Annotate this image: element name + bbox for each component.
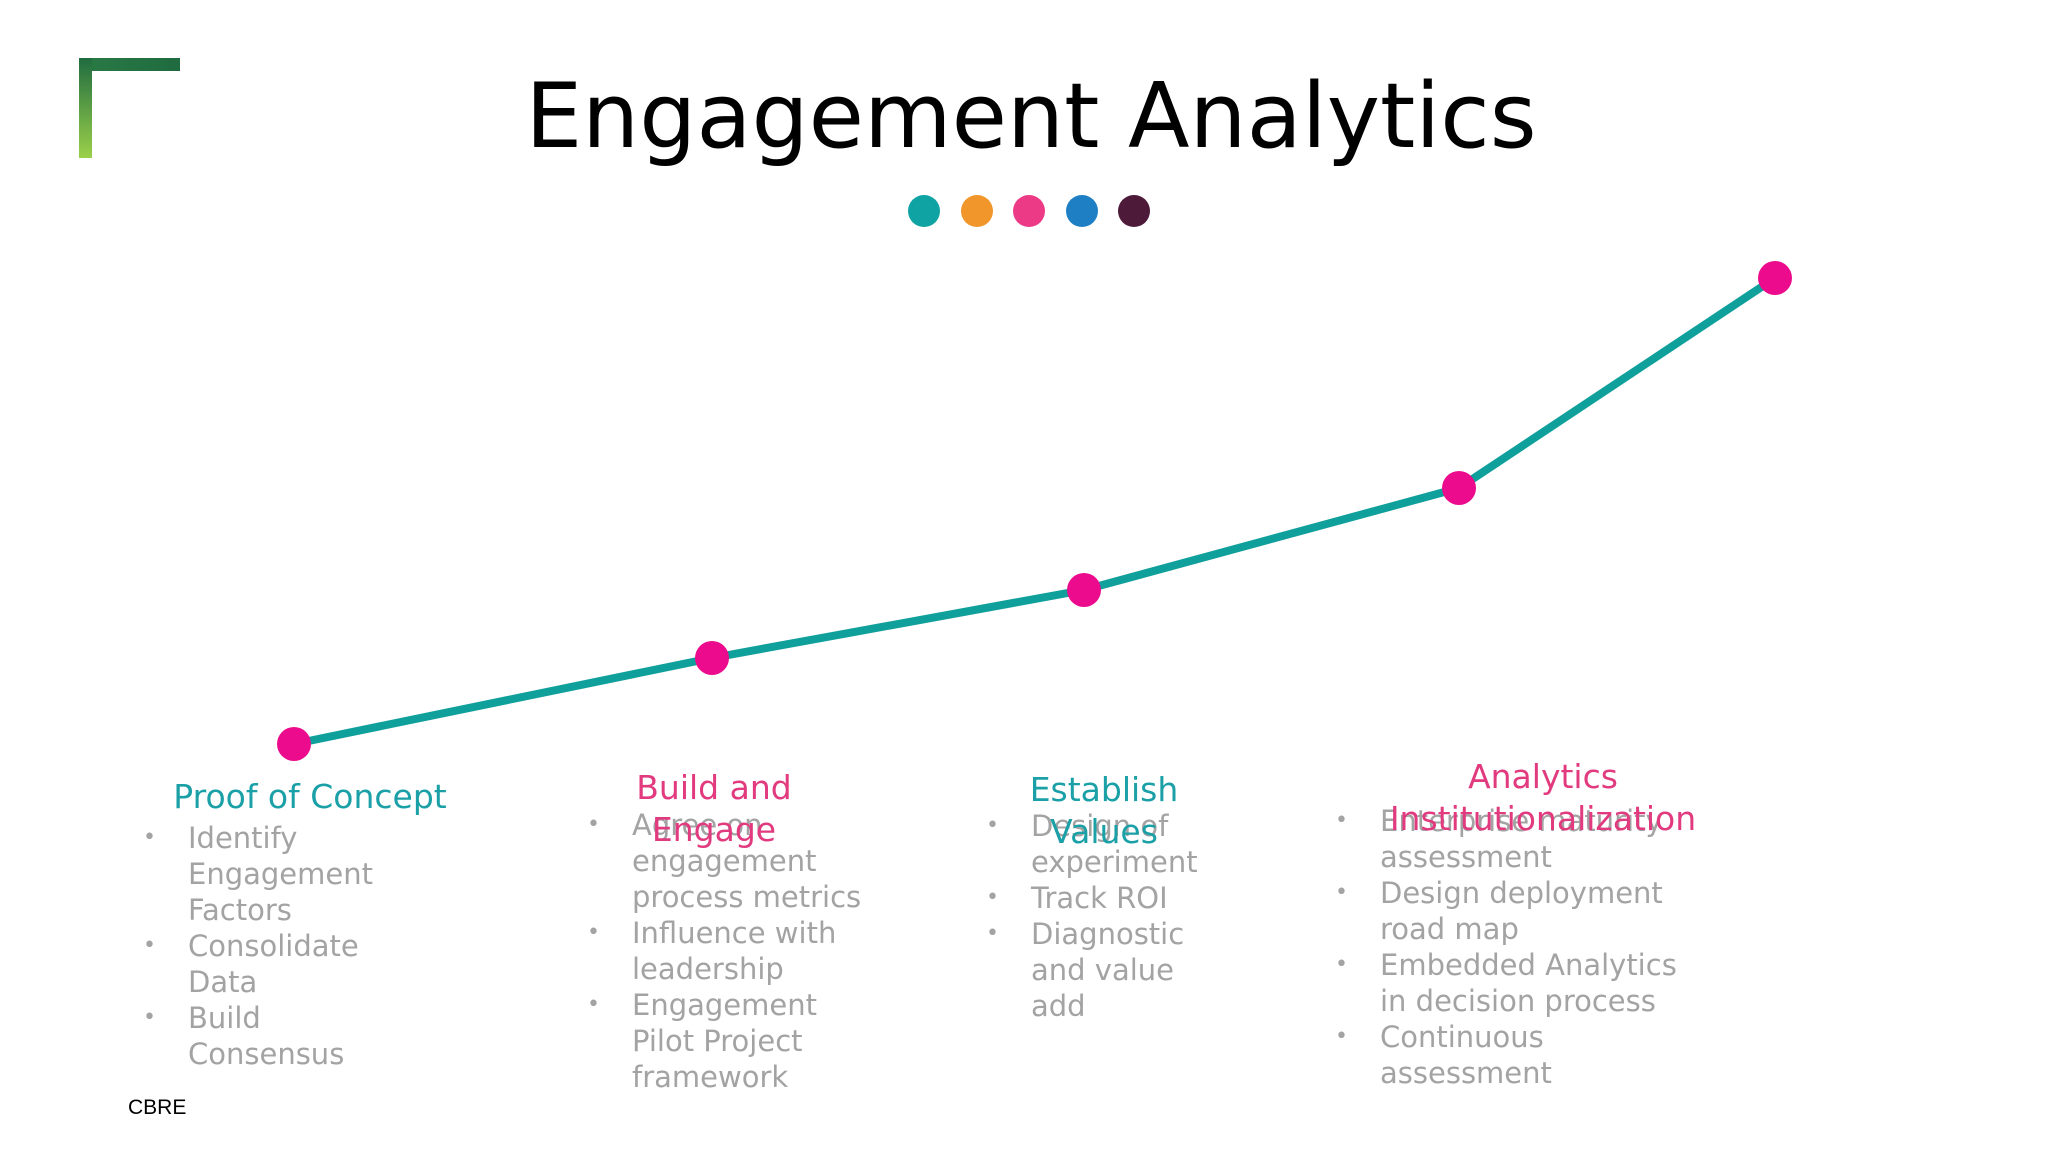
corner-bracket: [79, 58, 180, 71]
milestone-dot: [277, 727, 311, 761]
stage-title: Establish Values: [1029, 770, 1179, 851]
bullet-list: Design of experimentTrack ROIDiagnostic …: [986, 808, 1215, 1024]
bullet-item: Consolidate Data: [143, 928, 388, 1000]
deco-dot: [961, 195, 993, 227]
bullet-item: Design deployment road map: [1335, 875, 1682, 947]
milestone-dot: [1442, 471, 1476, 505]
bullet-item: Build Consensus: [143, 1000, 388, 1072]
bullet-item: Diagnostic and value add: [986, 916, 1215, 1024]
bullet-item: Design of experiment: [986, 808, 1215, 880]
bullet-list: Agree on engagement process metricsInflu…: [587, 807, 872, 1095]
footer: CBRE: [128, 1096, 187, 1119]
bullet-item: Agree on engagement process metrics: [587, 807, 872, 915]
deco-dot: [1118, 195, 1150, 227]
milestone-dot: [1067, 573, 1101, 607]
stage-title: Analytics Institutionalization: [1389, 757, 1697, 838]
bullet-item: Influence with leadership: [587, 915, 872, 987]
deco-dot: [1013, 195, 1045, 227]
bullet-item: Enterprise maturity assessment: [1335, 803, 1682, 875]
bullet-list: Identify Engagement FactorsConsolidate D…: [143, 820, 388, 1072]
milestone-dot: [1758, 261, 1792, 295]
bullet-item: Identify Engagement Factors: [143, 820, 388, 928]
bullet-list: Enterprise maturity assessmentDesign dep…: [1335, 803, 1682, 1091]
bullet-item: Engagement Pilot Project framework: [587, 987, 872, 1095]
stage-title: Build and Engage: [636, 768, 792, 849]
deco-dot: [908, 195, 940, 227]
progress-line: [293, 274, 1778, 748]
slide-title: Engagement Analytics: [525, 64, 1537, 169]
bullet-item: Embedded Analytics in decision process: [1335, 947, 1682, 1019]
stage-title: Proof of Concept: [173, 777, 447, 816]
deco-dot: [1066, 195, 1098, 227]
bullet-item: Track ROI: [986, 880, 1215, 916]
bullet-item: Continuous assessment: [1335, 1019, 1682, 1091]
corner-bracket: [79, 58, 92, 158]
milestone-dot: [695, 641, 729, 675]
